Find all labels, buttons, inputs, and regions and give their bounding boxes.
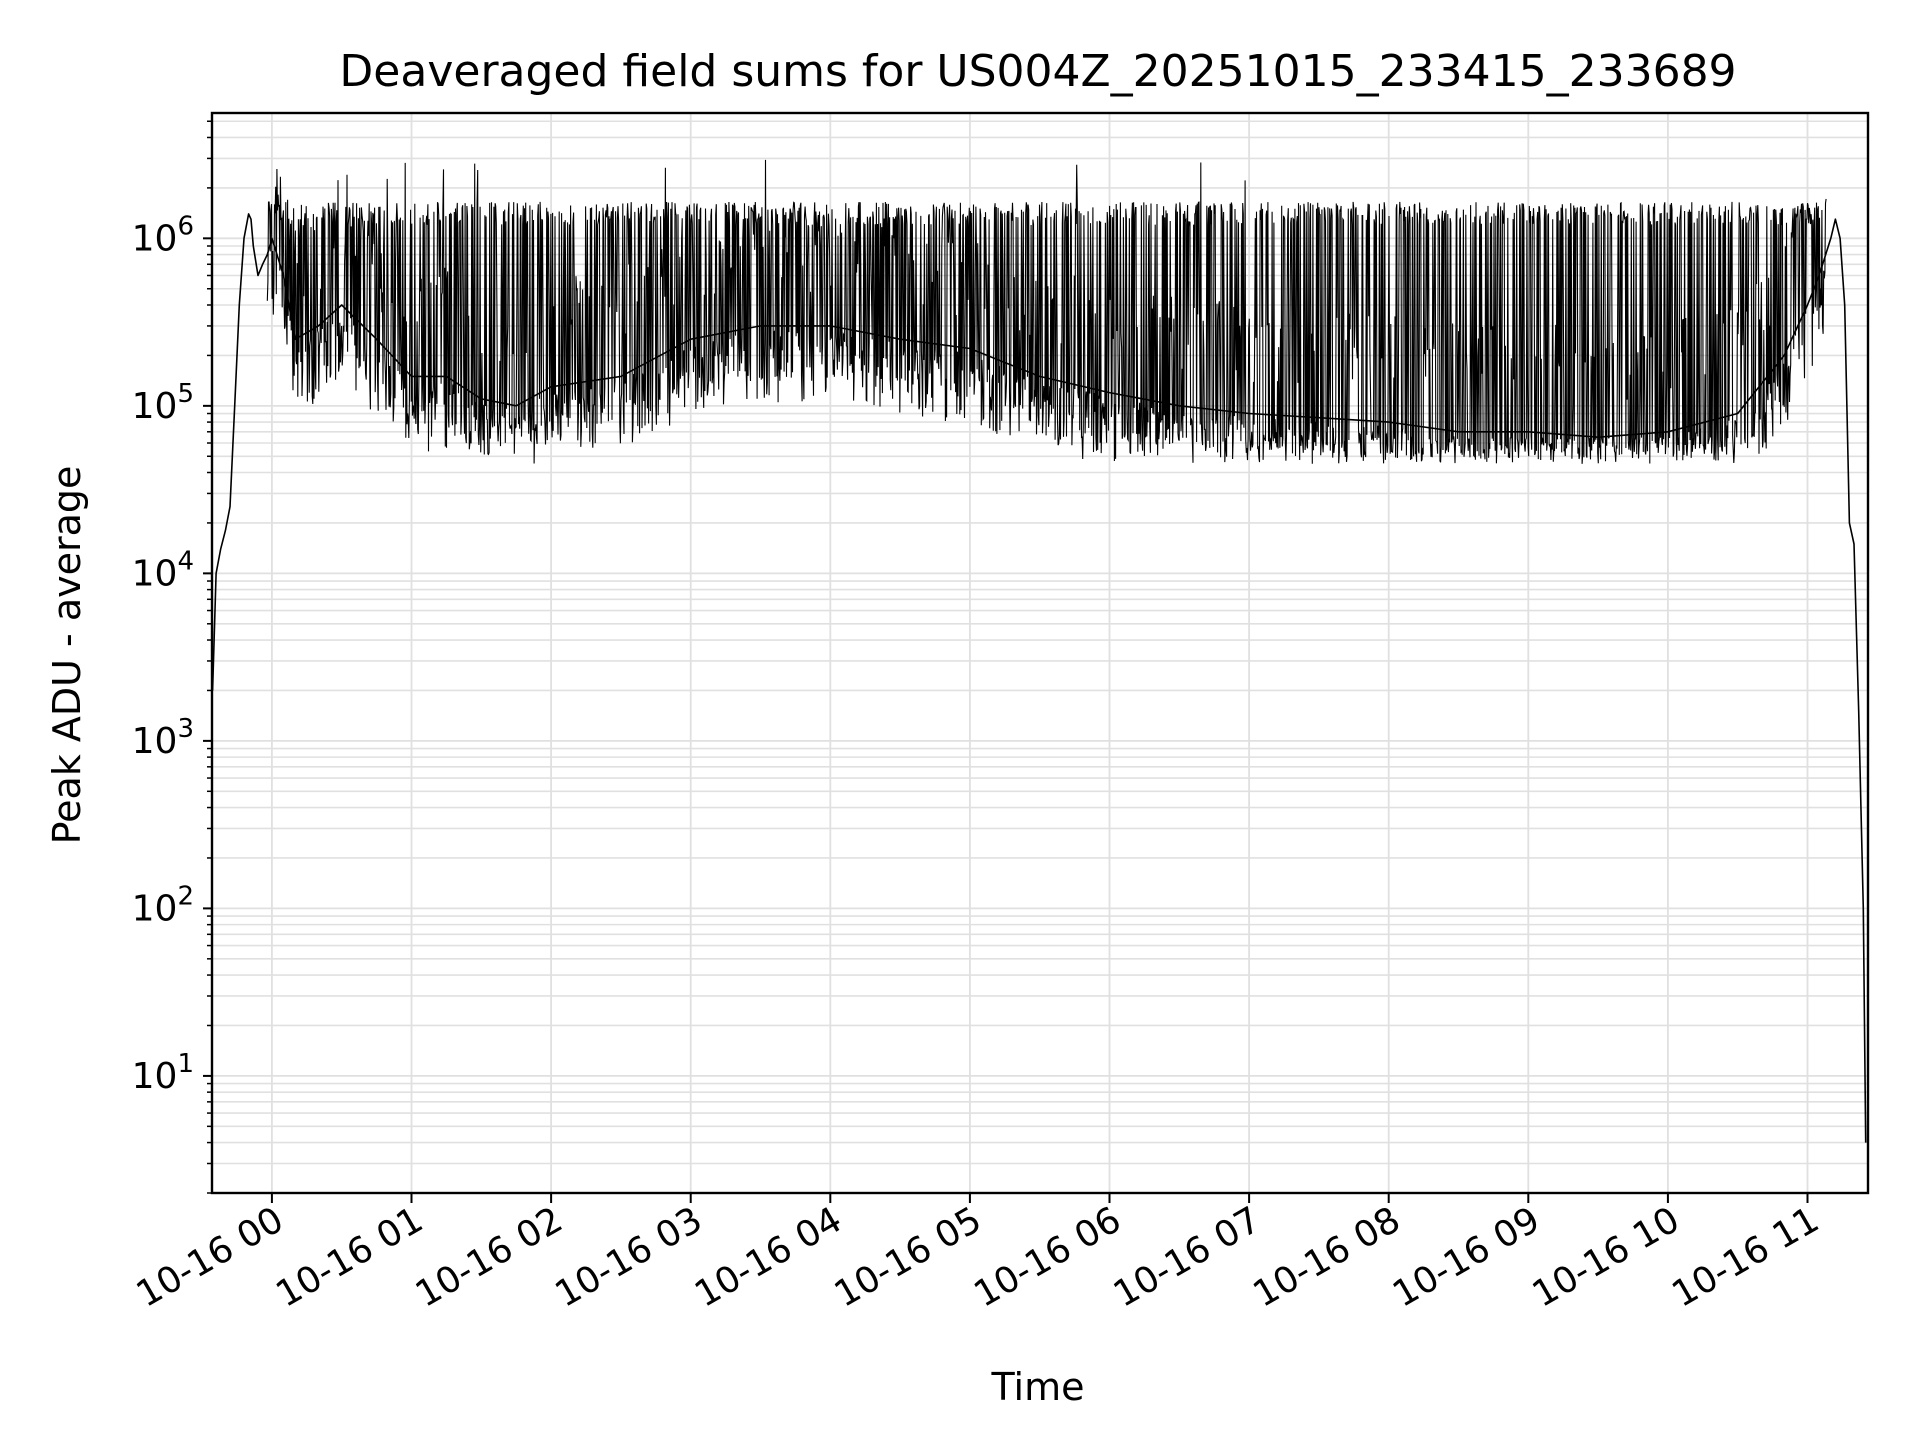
- chart-title: Deaveraged field sums for US004Z_2025101…: [339, 46, 1736, 97]
- y-axis-title: Peak ADU - average: [45, 466, 89, 845]
- series-line-oscillation: [266, 159, 1827, 464]
- y-axis: 101 102 103 104 105 106: [132, 120, 212, 1194]
- x-axis-title: Time: [991, 1365, 1085, 1409]
- y-tick-label: 104: [132, 546, 194, 594]
- plot-area-frame: [210, 111, 1870, 1195]
- y-tick-label: 103: [132, 714, 194, 762]
- y-tick-label: 101: [132, 1049, 194, 1097]
- y-tick-label: 106: [132, 211, 194, 259]
- y-tick-label: 105: [132, 379, 194, 427]
- series-line: [211, 213, 1867, 1143]
- y-tick-label: 102: [132, 881, 194, 929]
- data-line-detail: [266, 159, 1827, 464]
